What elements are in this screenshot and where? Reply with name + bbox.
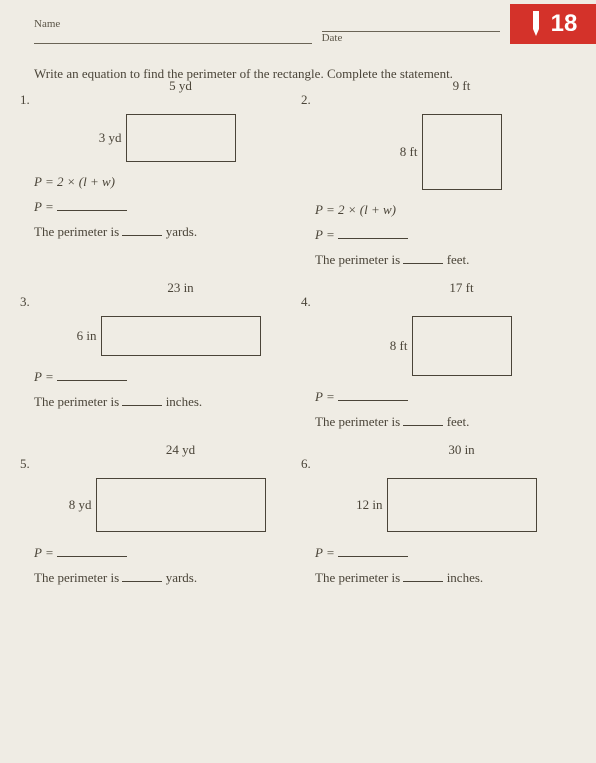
formula-line: P = 2 × (l + w) xyxy=(315,202,572,218)
rectangle-shape xyxy=(422,114,502,190)
date-input-line[interactable] xyxy=(322,18,500,32)
name-field-area: Name xyxy=(34,18,312,44)
perimeter-prefix: The perimeter is xyxy=(315,414,403,429)
dimension-left: 8 yd xyxy=(58,497,92,513)
p-equals-line: P = xyxy=(315,544,572,561)
perimeter-statement: The perimeter is inches. xyxy=(34,393,291,410)
unit-label: yards. xyxy=(162,224,197,239)
p-equals-label: P = xyxy=(315,545,338,560)
problems-grid: 1.5 yd3 ydP = 2 × (l + w)P = The perimet… xyxy=(34,92,572,586)
date-label: Date xyxy=(322,32,500,44)
dimension-top: 23 in xyxy=(101,280,261,296)
perimeter-statement: The perimeter is feet. xyxy=(315,413,572,430)
answer-blank[interactable] xyxy=(122,393,162,406)
problem-number: 2. xyxy=(301,92,311,108)
dimension-top: 17 ft xyxy=(412,280,512,296)
perimeter-prefix: The perimeter is xyxy=(34,394,122,409)
dimension-top: 5 yd xyxy=(126,78,236,94)
unit-label: inches. xyxy=(443,570,483,585)
dimension-left: 12 in xyxy=(349,497,383,513)
problem-number: 1. xyxy=(20,92,30,108)
problem-6: 6.30 in12 inP = The perimeter is inches. xyxy=(315,456,572,586)
answer-blank[interactable] xyxy=(122,569,162,582)
answer-blank[interactable] xyxy=(403,251,443,264)
page-number-badge: 18 xyxy=(510,4,596,44)
name-label: Name xyxy=(34,18,312,30)
p-equals-label: P = xyxy=(315,227,338,242)
unit-label: inches. xyxy=(162,394,202,409)
perimeter-prefix: The perimeter is xyxy=(315,252,403,267)
p-equals-line: P = xyxy=(315,388,572,405)
rectangle-diagram: 24 yd8 yd xyxy=(58,460,268,532)
rectangle-diagram: 9 ft8 ft xyxy=(384,96,504,190)
problem-2: 2.9 ft8 ftP = 2 × (l + w)P = The perimet… xyxy=(315,92,572,268)
unit-label: yards. xyxy=(162,570,197,585)
problem-number: 6. xyxy=(301,456,311,472)
rectangle-shape xyxy=(101,316,261,356)
badge-number: 18 xyxy=(551,10,578,38)
answer-blank[interactable] xyxy=(122,223,162,236)
dimension-top: 24 yd xyxy=(96,442,266,458)
p-equals-label: P = xyxy=(34,369,57,384)
rectangle-shape xyxy=(96,478,266,532)
dimension-left: 3 yd xyxy=(88,130,122,146)
equation-blank[interactable] xyxy=(338,226,408,239)
problem-5: 5.24 yd8 ydP = The perimeter is yards. xyxy=(34,456,291,586)
p-equals-line: P = xyxy=(315,226,572,243)
perimeter-statement: The perimeter is yards. xyxy=(34,569,291,586)
perimeter-prefix: The perimeter is xyxy=(315,570,403,585)
p-equals-label: P = xyxy=(34,545,57,560)
p-equals-line: P = xyxy=(34,198,291,215)
formula-line: P = 2 × (l + w) xyxy=(34,174,291,190)
header-row: Name Date 18 xyxy=(34,18,572,44)
p-equals-line: P = xyxy=(34,544,291,561)
pencil-icon xyxy=(529,11,543,37)
worksheet-page: Name Date 18 Write an equation to find t… xyxy=(0,0,596,763)
rectangle-shape xyxy=(387,478,537,532)
rectangle-shape xyxy=(126,114,236,162)
equation-blank[interactable] xyxy=(338,388,408,401)
problem-4: 4.17 ft8 ftP = The perimeter is feet. xyxy=(315,294,572,430)
problem-number: 4. xyxy=(301,294,311,310)
perimeter-prefix: The perimeter is xyxy=(34,224,122,239)
problem-number: 3. xyxy=(20,294,30,310)
rectangle-shape xyxy=(412,316,512,376)
dimension-left: 6 in xyxy=(63,328,97,344)
equation-blank[interactable] xyxy=(57,198,127,211)
dimension-top: 9 ft xyxy=(422,78,502,94)
unit-label: feet. xyxy=(443,414,469,429)
dimension-left: 8 ft xyxy=(374,338,408,354)
name-input-line[interactable] xyxy=(34,30,312,44)
problem-number: 5. xyxy=(20,456,30,472)
equation-blank[interactable] xyxy=(57,544,127,557)
answer-blank[interactable] xyxy=(403,413,443,426)
dimension-left: 8 ft xyxy=(384,144,418,160)
problem-1: 1.5 yd3 ydP = 2 × (l + w)P = The perimet… xyxy=(34,92,291,268)
answer-blank[interactable] xyxy=(403,569,443,582)
rectangle-diagram: 30 in12 in xyxy=(349,460,539,532)
perimeter-statement: The perimeter is yards. xyxy=(34,223,291,240)
equation-blank[interactable] xyxy=(338,544,408,557)
p-equals-label: P = xyxy=(315,389,338,404)
rectangle-diagram: 17 ft8 ft xyxy=(374,298,514,376)
problem-3: 3.23 in6 inP = The perimeter is inches. xyxy=(34,294,291,430)
p-equals-label: P = xyxy=(34,199,57,214)
dimension-top: 30 in xyxy=(387,442,537,458)
rectangle-diagram: 5 yd3 yd xyxy=(88,96,238,162)
perimeter-statement: The perimeter is inches. xyxy=(315,569,572,586)
perimeter-prefix: The perimeter is xyxy=(34,570,122,585)
unit-label: feet. xyxy=(443,252,469,267)
date-field-area: Date xyxy=(322,18,500,44)
p-equals-line: P = xyxy=(34,368,291,385)
perimeter-statement: The perimeter is feet. xyxy=(315,251,572,268)
equation-blank[interactable] xyxy=(57,368,127,381)
rectangle-diagram: 23 in6 in xyxy=(63,298,263,356)
